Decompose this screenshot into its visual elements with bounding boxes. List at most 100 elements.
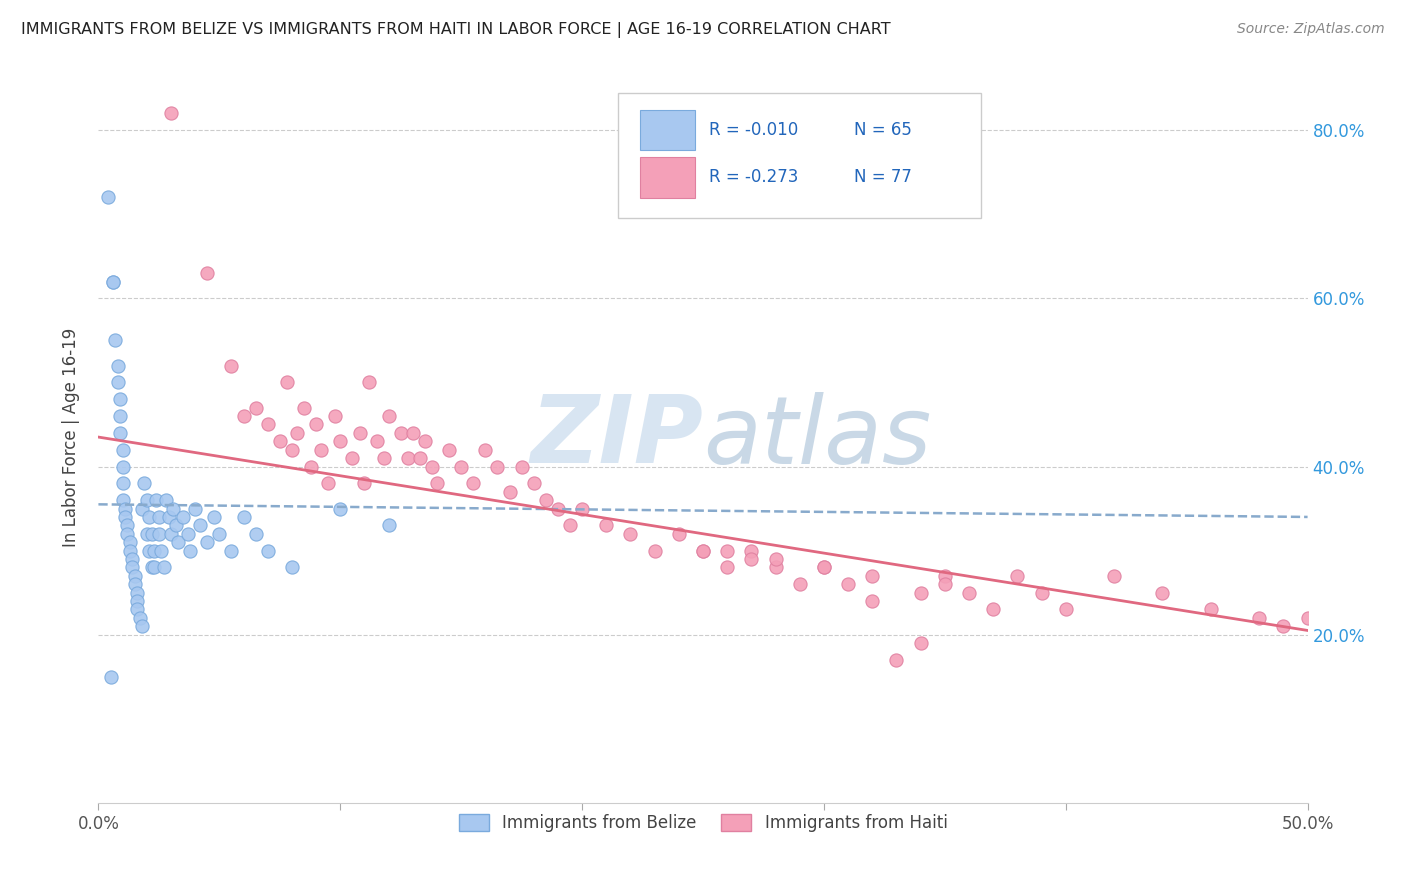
Point: [860, 594, 883, 608]
Point: [177, 526, 200, 541]
Point: [420, 459, 443, 474]
Point: [204, 510, 226, 524]
Point: [135, 493, 157, 508]
Point: [111, 476, 134, 491]
Point: [188, 518, 211, 533]
Point: [101, 275, 124, 289]
Point: [957, 585, 980, 599]
Point: [108, 425, 131, 440]
Point: [325, 409, 347, 423]
Point: [285, 425, 308, 440]
Point: [329, 501, 352, 516]
Point: [165, 518, 187, 533]
Text: ZIP: ZIP: [530, 391, 703, 483]
Point: [118, 543, 141, 558]
Point: [245, 401, 267, 415]
Point: [138, 510, 160, 524]
Point: [162, 501, 184, 516]
Point: [316, 476, 339, 491]
Point: [127, 585, 149, 599]
Point: [150, 543, 173, 558]
Point: [668, 526, 690, 541]
Point: [644, 543, 666, 558]
Point: [402, 425, 425, 440]
Point: [716, 543, 738, 558]
Point: [353, 476, 375, 491]
Point: [135, 526, 157, 541]
Point: [934, 569, 956, 583]
Point: [413, 434, 436, 449]
Point: [118, 535, 141, 549]
Point: [167, 535, 190, 549]
Point: [131, 501, 153, 516]
Point: [1031, 585, 1053, 599]
Point: [366, 434, 388, 449]
Point: [377, 518, 399, 533]
Point: [860, 569, 883, 583]
Point: [131, 619, 153, 633]
Legend: Immigrants from Belize, Immigrants from Haiti: Immigrants from Belize, Immigrants from …: [451, 807, 955, 838]
Point: [276, 376, 298, 390]
Point: [134, 476, 156, 491]
Point: [886, 653, 908, 667]
Point: [108, 409, 131, 423]
Point: [409, 451, 432, 466]
Bar: [640, 157, 695, 197]
Point: [256, 543, 278, 558]
Point: [309, 442, 332, 457]
Point: [981, 602, 1004, 616]
Point: [160, 106, 183, 120]
Point: [104, 334, 127, 348]
Point: [765, 560, 787, 574]
Point: [100, 670, 122, 684]
Point: [281, 560, 304, 574]
Point: [595, 518, 617, 533]
Point: [138, 543, 160, 558]
Point: [740, 543, 762, 558]
Point: [107, 376, 129, 390]
Point: [426, 476, 449, 491]
Point: [245, 526, 267, 541]
FancyBboxPatch shape: [619, 94, 981, 218]
Text: Source: ZipAtlas.com: Source: ZipAtlas.com: [1237, 22, 1385, 37]
Point: [523, 476, 546, 491]
Text: R = -0.273: R = -0.273: [709, 169, 799, 186]
Point: [910, 585, 932, 599]
Point: [558, 518, 581, 533]
Point: [160, 526, 183, 541]
Point: [1249, 611, 1271, 625]
Point: [510, 459, 533, 474]
Point: [534, 493, 557, 508]
Point: [269, 434, 291, 449]
Point: [377, 409, 399, 423]
Point: [127, 594, 149, 608]
Point: [474, 442, 496, 457]
Point: [1007, 569, 1029, 583]
Point: [121, 560, 143, 574]
Point: [813, 560, 835, 574]
Point: [571, 501, 593, 516]
Point: [184, 501, 207, 516]
Point: [281, 442, 304, 457]
Point: [97, 190, 120, 204]
Point: [389, 425, 412, 440]
Point: [547, 501, 569, 516]
Point: [740, 552, 762, 566]
Point: [437, 442, 460, 457]
Point: [716, 560, 738, 574]
Point: [692, 543, 714, 558]
Point: [141, 560, 163, 574]
Point: [145, 493, 167, 508]
Point: [124, 577, 146, 591]
Point: [221, 543, 243, 558]
Point: [128, 611, 150, 625]
Point: [463, 476, 485, 491]
Point: [232, 409, 254, 423]
Point: [1102, 569, 1125, 583]
Point: [619, 526, 641, 541]
Point: [152, 560, 174, 574]
Point: [373, 451, 395, 466]
Point: [208, 526, 231, 541]
Point: [111, 459, 134, 474]
Text: R = -0.010: R = -0.010: [709, 121, 799, 139]
